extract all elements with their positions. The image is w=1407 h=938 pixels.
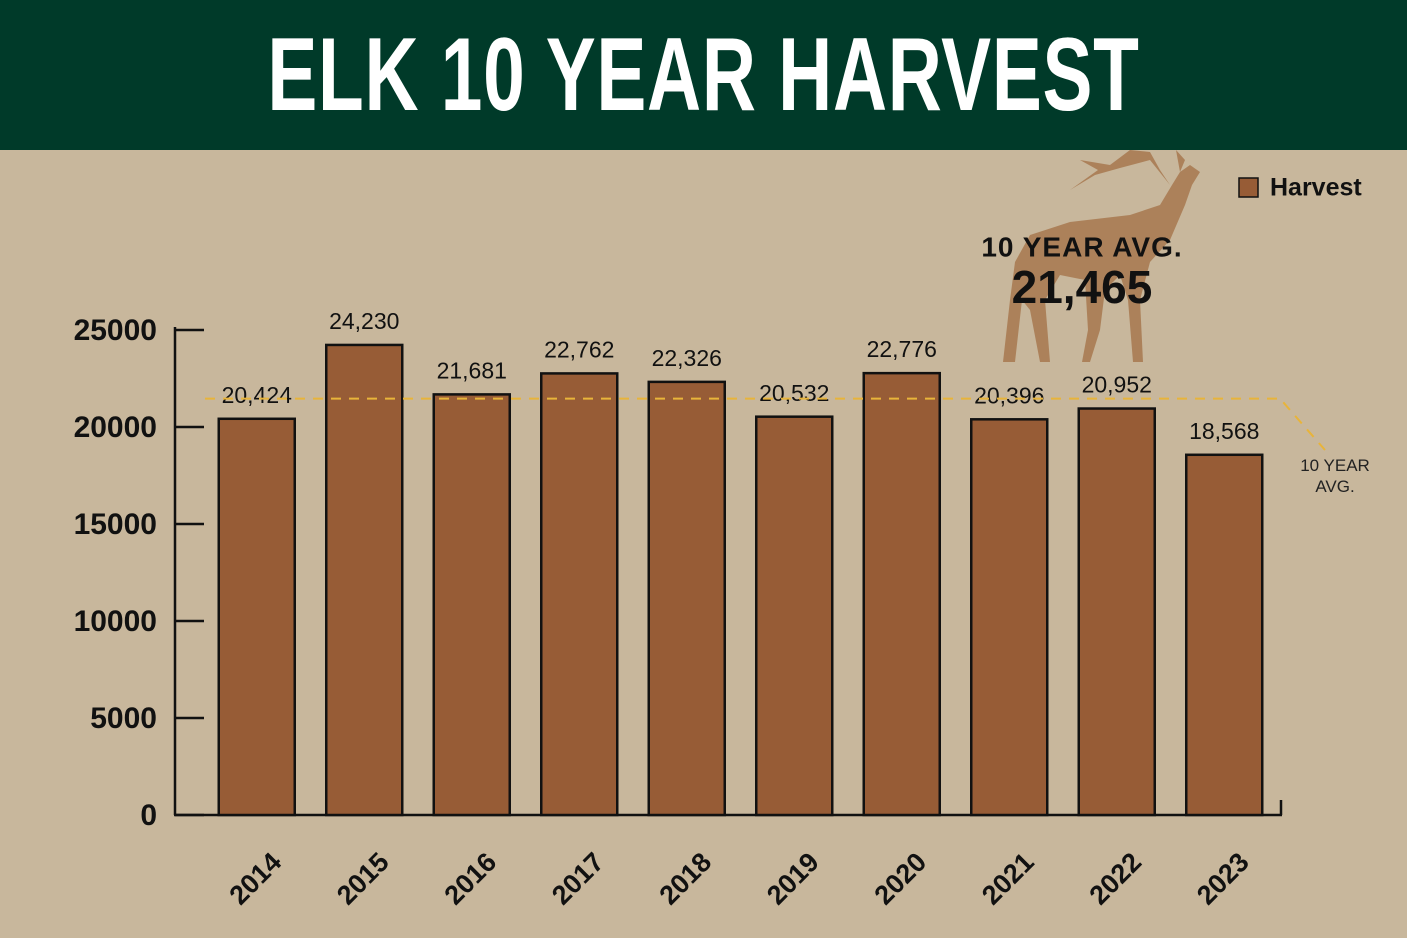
- average-line: [205, 397, 1326, 451]
- value-label: 20,424: [222, 382, 293, 408]
- y-tick-label: 20000: [74, 411, 157, 444]
- x-tick-label: 2018: [654, 847, 718, 911]
- legend-swatch: [1238, 177, 1259, 198]
- value-label: 20,952: [1082, 372, 1152, 398]
- x-tick-label: 2017: [546, 847, 610, 911]
- x-tick-label: 2015: [331, 847, 395, 911]
- x-tick-label: 2021: [976, 847, 1040, 911]
- bar: [647, 380, 726, 817]
- bar: [1077, 407, 1156, 817]
- y-tick-label: 10000: [74, 605, 157, 638]
- value-label: 22,326: [652, 345, 722, 371]
- bar: [970, 418, 1049, 817]
- value-label: 24,230: [329, 308, 399, 334]
- y-tick-label: 25000: [74, 314, 157, 347]
- average-title: 10 YEAR AVG.: [981, 231, 1182, 262]
- x-tick-label: 2016: [439, 847, 503, 911]
- value-label: 22,776: [867, 336, 937, 362]
- value-label: 22,762: [544, 336, 614, 362]
- value-label: 20,532: [759, 380, 829, 406]
- average-line-label: 10 YEAR AVG.: [1300, 456, 1370, 496]
- x-tick-label: 2022: [1084, 847, 1148, 911]
- x-tick-label: 2019: [761, 847, 825, 911]
- x-tick-label: 2020: [869, 847, 933, 911]
- x-tick-label: 2023: [1191, 847, 1255, 911]
- chart-title: ELK 10 YEAR HARVEST: [267, 17, 1140, 133]
- value-label: 18,568: [1189, 418, 1259, 444]
- bar: [217, 417, 296, 817]
- average-value: 21,465: [1012, 261, 1153, 313]
- bar: [862, 371, 941, 817]
- header-band: [0, 0, 1407, 150]
- bar: [540, 372, 619, 817]
- bar: [432, 393, 511, 817]
- legend-label: Harvest: [1270, 174, 1362, 202]
- value-label: 21,681: [437, 357, 507, 383]
- elk-silhouette: [1003, 150, 1200, 362]
- y-tick-label: 0: [140, 799, 157, 832]
- bar: [325, 343, 404, 817]
- x-tick-label: 2014: [224, 847, 288, 911]
- y-tick-label: 5000: [90, 702, 157, 735]
- bar: [1185, 453, 1264, 817]
- y-tick-label: 15000: [74, 508, 157, 541]
- bar: [755, 415, 834, 817]
- value-label: 20,396: [974, 382, 1044, 408]
